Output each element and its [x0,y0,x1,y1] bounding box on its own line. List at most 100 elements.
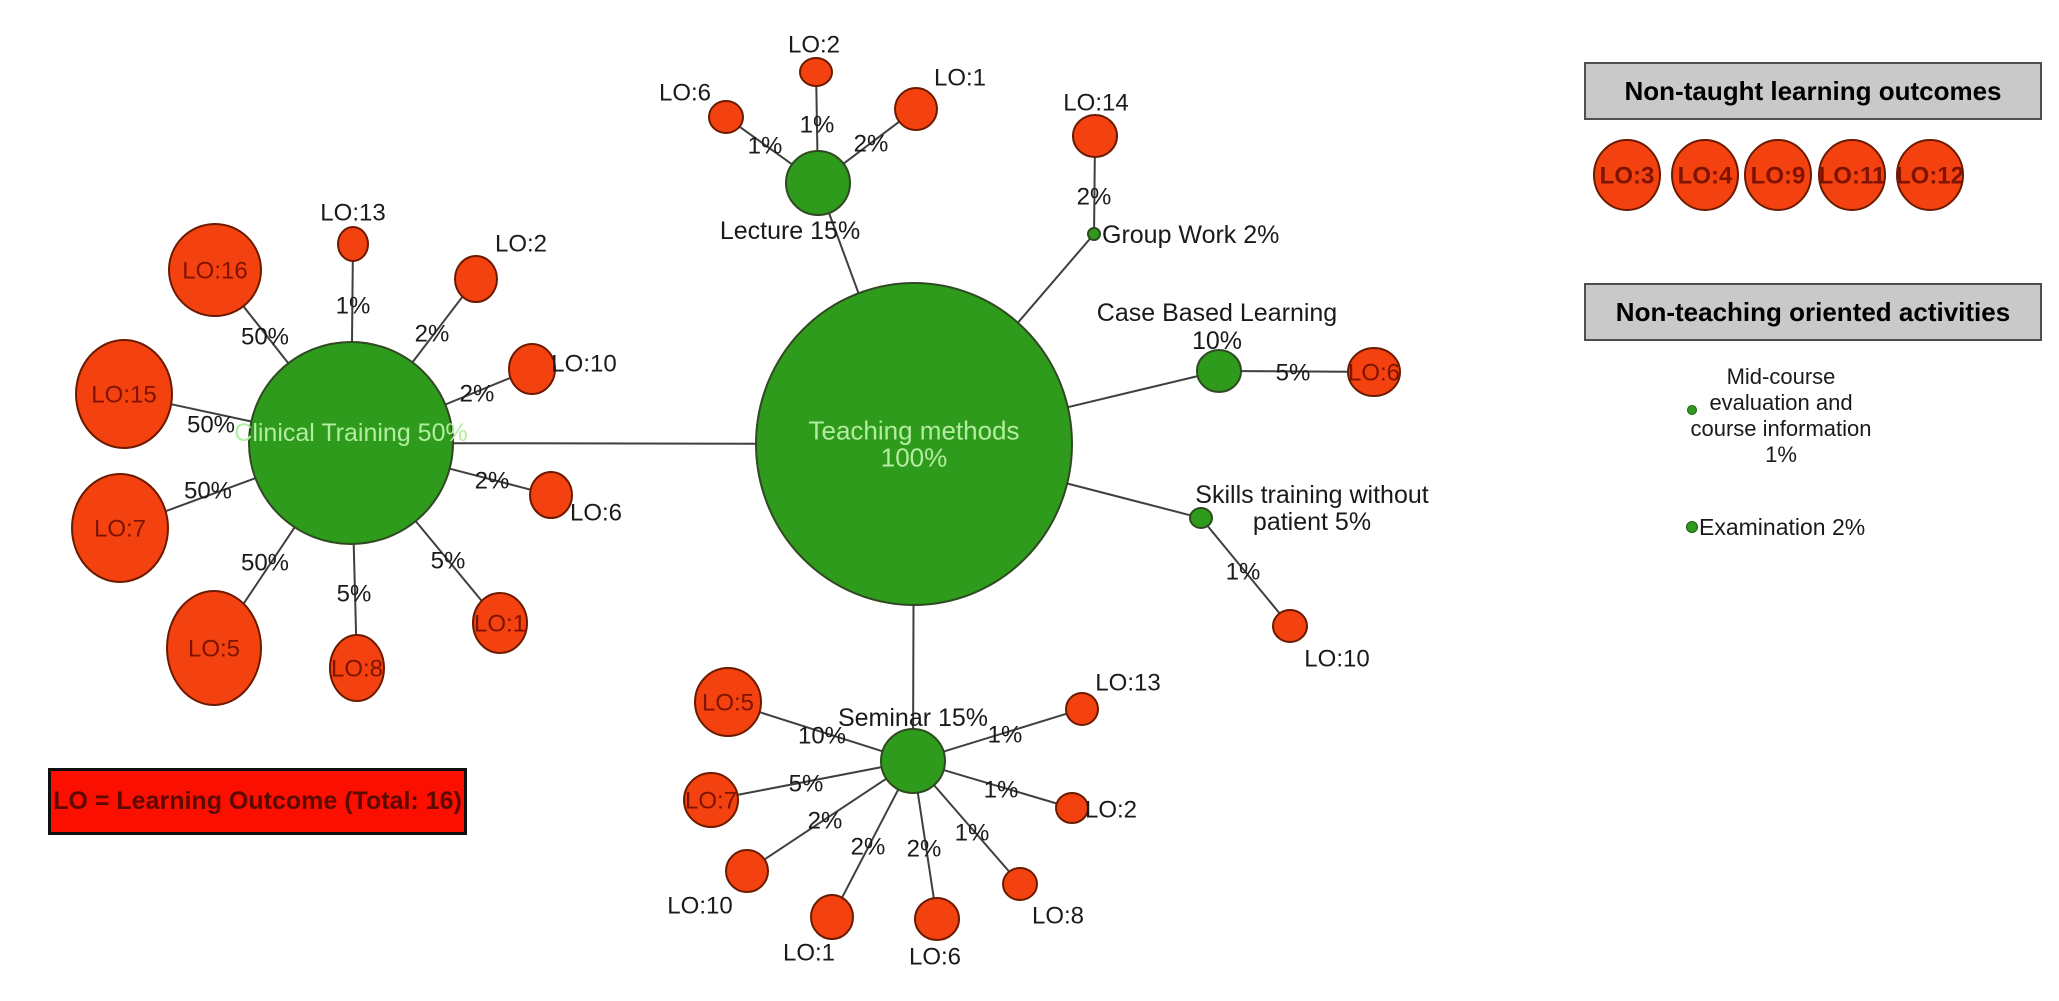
edge-seminar-lo5_seminar [759,711,883,753]
edge-clinical-lo7_clinical [165,477,256,513]
lo6-seminar-circle [914,897,960,941]
clinical-circle [248,341,454,545]
legend-box: LO = Learning Outcome (Total: 16) [48,768,467,835]
lo3-nontaught-node: LO:3 [1593,139,1661,211]
edge-label-clinical-lo16_clinical: 50% [241,323,289,350]
edge-lecture-lo1_lecture [842,120,900,165]
examination-item: Examination 2% [1686,514,1865,540]
seminar-label: Seminar 15% [838,704,988,732]
lo6-cbl-circle [1347,347,1401,397]
lo6-cbl-label: LO:6 [1348,359,1400,386]
lo5-clinical-label: LO:5 [188,635,240,662]
mid-course-dot [1687,405,1697,415]
lo8-seminar-node: LO:8 [1002,867,1084,929]
clinical-node: Clinical Training 50% [234,341,468,545]
edge-label-seminar-lo13_seminar: 1% [988,721,1023,748]
mid-course-label: Mid-course evaluation and course informa… [1656,364,1906,468]
skills-circle [1189,507,1213,529]
lo1-lecture-circle [894,87,938,131]
lo13-seminar-node: LO:13 [1065,669,1161,726]
lo4-nontaught-circle [1671,139,1739,211]
skills-label: Skills training without [1195,481,1428,509]
lo6-lecture-circle [708,100,744,134]
edge-label-clinical-lo10_clinical: 2% [460,380,495,407]
edge-clinical-lo10_clinical [444,376,511,406]
edge-seminar-lo6_seminar [916,792,935,899]
lo1-clinical-circle [472,592,528,654]
edge-label-clinical-lo15_clinical: 50% [187,411,235,438]
lo8-seminar-label: LO:8 [1032,902,1084,929]
lo12-nontaught-circle [1896,139,1964,211]
skills-label: patient 5% [1253,508,1371,536]
lo2-clinical-circle [454,255,498,303]
edge-teaching-lecture [828,212,860,294]
non-teaching-header: Non-teaching oriented activities [1584,283,2042,341]
edge-clinical-lo15_clinical [170,403,252,423]
lo7-clinical-node: LO:7 [71,473,169,583]
lo4-nontaught-node: LO:4 [1671,139,1739,211]
edge-label-lecture-lo1_lecture: 2% [854,130,889,157]
lo16-clinical-circle [168,223,262,317]
edge-label-cbl-lo6_cbl: 5% [1276,359,1311,386]
edge-label-clinical-lo13_clinical: 1% [336,292,371,319]
lo2-lecture-label: LO:2 [788,31,840,58]
edge-seminar-lo2_seminar [943,769,1057,805]
edge-seminar-lo1_seminar [841,788,900,899]
lo7-clinical-circle [71,473,169,583]
edge-label-clinical-lo6_clinical: 2% [475,467,510,494]
seminar-circle [880,728,946,794]
non-taught-header-label: Non-taught learning outcomes [1624,75,2002,106]
lo5-clinical-node: LO:5 [166,590,262,706]
lo10-seminar-circle [725,849,769,893]
lo6-clinical-label: LO:6 [570,499,622,526]
edge-label-clinical-lo1_clinical: 5% [431,547,466,574]
non-teaching-header-label: Non-teaching oriented activities [1615,296,2011,327]
cbl-circle [1196,349,1242,393]
edge-label-seminar-lo5_seminar: 10% [798,722,846,749]
edge-label-groupwork-lo14_groupwork: 2% [1077,183,1112,210]
edge-label-seminar-lo1_seminar: 2% [851,833,886,860]
edge-seminar-lo10_seminar [763,777,887,861]
lo5-seminar-label: LO:5 [702,689,754,716]
lo13-clinical-node: LO:13 [320,199,386,262]
lo10-skills-circle [1272,609,1308,643]
lo7-seminar-node: LO:7 [683,772,739,828]
groupwork-label: Group Work 2% [1102,221,1279,249]
teaching-label: Teaching methods [808,416,1019,446]
lo1-seminar-circle [810,894,854,940]
lo9-nontaught-node: LO:9 [1744,139,1812,211]
lo8-clinical-node: LO:8 [329,634,385,702]
legend-label: LO = Learning Outcome (Total: 16) [53,787,462,815]
mid-course-line-3: course information [1690,416,1872,441]
edge-label-clinical-lo5_clinical: 50% [241,549,289,576]
clinical-label: Clinical Training 50% [234,419,467,447]
lo15-clinical-node: LO:15 [75,339,173,449]
lo2-clinical-label: LO:2 [495,230,547,257]
lo15-clinical-label: LO:15 [91,381,156,408]
lo14-groupwork-node: LO:14 [1063,89,1129,158]
lo11-nontaught-circle [1818,139,1886,211]
edge-teaching-clinical [452,442,757,445]
lo1-clinical-node: LO:1 [472,592,528,654]
edge-clinical-lo6_clinical [449,467,531,491]
lo9-nontaught-circle [1744,139,1812,211]
edge-label-seminar-lo7_seminar: 5% [789,770,824,797]
lo1-clinical-label: LO:1 [474,610,526,637]
groupwork-node: Group Work 2% [1087,221,1279,249]
lo2-lecture-circle [799,57,833,87]
lo13-seminar-circle [1065,692,1099,726]
lo2-lecture-node: LO:2 [788,31,840,87]
lo6-seminar-node: LO:6 [909,897,961,970]
lo6-clinical-node: LO:6 [529,471,622,526]
edge-skills-lo10_skills [1206,525,1281,615]
lecture-node: Lecture 15% [720,150,860,245]
lo13-seminar-label: LO:13 [1095,669,1160,696]
teaching-circle [755,282,1073,606]
edge-label-skills-lo10_skills: 1% [1226,558,1261,585]
edge-label-seminar-lo8_seminar: 1% [955,819,990,846]
lo12-nontaught-label: LO:12 [1896,162,1964,189]
seminar-node: Seminar 15% [838,704,988,794]
